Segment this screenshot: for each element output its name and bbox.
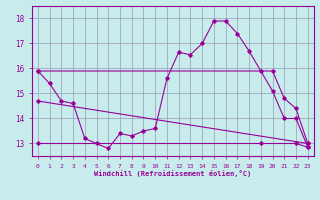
X-axis label: Windchill (Refroidissement éolien,°C): Windchill (Refroidissement éolien,°C) — [94, 170, 252, 177]
